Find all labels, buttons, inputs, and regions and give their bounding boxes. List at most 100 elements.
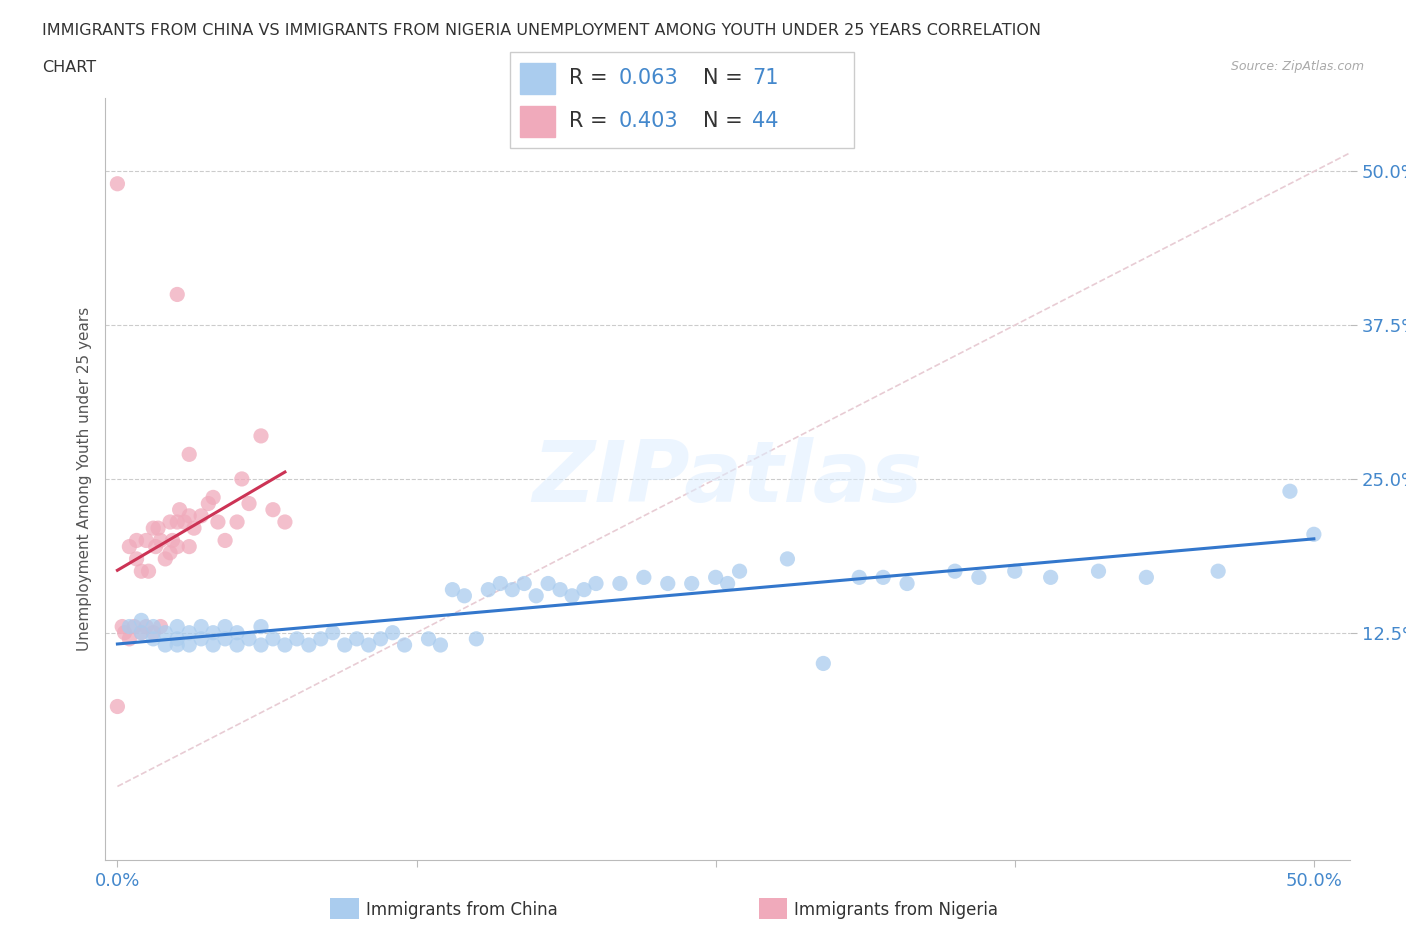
Point	[262, 631, 284, 646]
Point	[370, 631, 392, 646]
Point	[202, 625, 225, 640]
Point	[441, 582, 464, 597]
Point	[166, 514, 188, 529]
Point	[333, 638, 356, 653]
Point	[149, 619, 172, 634]
Point	[1039, 570, 1062, 585]
Point	[704, 570, 727, 585]
Point	[214, 631, 236, 646]
Point	[238, 496, 260, 511]
Point	[190, 509, 212, 524]
Point	[214, 533, 236, 548]
Point	[197, 496, 219, 511]
Point	[118, 619, 141, 634]
Point	[107, 699, 129, 714]
Text: Immigrants from China: Immigrants from China	[366, 900, 557, 919]
Point	[381, 625, 404, 640]
Text: R =: R =	[569, 69, 614, 88]
Point	[190, 631, 212, 646]
Point	[1206, 564, 1229, 578]
Point	[681, 576, 703, 591]
Point	[179, 638, 201, 653]
Point	[524, 589, 547, 604]
Point	[226, 638, 249, 653]
Point	[190, 619, 212, 634]
Point	[131, 625, 153, 640]
Point	[1135, 570, 1157, 585]
Text: R =: R =	[569, 112, 614, 131]
Point	[477, 582, 499, 597]
Text: 0.063: 0.063	[619, 69, 678, 88]
Point	[142, 625, 165, 640]
Point	[145, 539, 167, 554]
Point	[162, 533, 184, 548]
Point	[537, 576, 560, 591]
Point	[166, 631, 188, 646]
Point	[202, 490, 225, 505]
Point	[346, 631, 368, 646]
Point	[262, 502, 284, 517]
Point	[166, 539, 188, 554]
Point	[179, 539, 201, 554]
Point	[238, 631, 260, 646]
Point	[166, 619, 188, 634]
Point	[572, 582, 595, 597]
Point	[122, 619, 145, 634]
Point	[728, 564, 751, 578]
Point	[967, 570, 990, 585]
Point	[489, 576, 512, 591]
Point	[202, 638, 225, 653]
Point	[357, 638, 380, 653]
Point	[135, 533, 157, 548]
Point	[135, 619, 157, 634]
Point	[179, 509, 201, 524]
Point	[146, 521, 169, 536]
Point	[125, 551, 148, 566]
Point	[114, 625, 136, 640]
Point	[274, 638, 297, 653]
Point	[111, 619, 134, 634]
Point	[657, 576, 679, 591]
Point	[633, 570, 655, 585]
Point	[322, 625, 344, 640]
Point	[183, 521, 205, 536]
Point	[943, 564, 966, 578]
Point	[159, 545, 181, 560]
Point	[274, 514, 297, 529]
Point	[250, 619, 273, 634]
Point	[226, 514, 249, 529]
Point	[285, 631, 308, 646]
Point	[138, 564, 160, 578]
Point	[149, 533, 172, 548]
Point	[125, 533, 148, 548]
Point	[813, 656, 835, 671]
Text: 0.403: 0.403	[619, 112, 678, 131]
Point	[118, 631, 141, 646]
Text: 44: 44	[752, 112, 779, 131]
Point	[548, 582, 571, 597]
Point	[179, 447, 201, 462]
Point	[501, 582, 523, 597]
Bar	[520, 106, 555, 137]
Text: N =: N =	[703, 112, 749, 131]
Point	[179, 625, 201, 640]
Text: Source: ZipAtlas.com: Source: ZipAtlas.com	[1230, 60, 1364, 73]
Point	[561, 589, 583, 604]
Point	[309, 631, 332, 646]
Point	[513, 576, 536, 591]
Point	[214, 619, 236, 634]
Point	[155, 551, 177, 566]
Point	[609, 576, 631, 591]
Point	[166, 638, 188, 653]
Point	[1087, 564, 1109, 578]
Point	[142, 619, 165, 634]
Point	[848, 570, 870, 585]
Point	[453, 589, 475, 604]
Point	[231, 472, 253, 486]
Point	[142, 631, 165, 646]
Point	[1004, 564, 1026, 578]
Point	[159, 514, 181, 529]
Point	[716, 576, 740, 591]
Y-axis label: Unemployment Among Youth under 25 years: Unemployment Among Youth under 25 years	[76, 307, 91, 651]
Text: IMMIGRANTS FROM CHINA VS IMMIGRANTS FROM NIGERIA UNEMPLOYMENT AMONG YOUTH UNDER : IMMIGRANTS FROM CHINA VS IMMIGRANTS FROM…	[42, 23, 1042, 38]
